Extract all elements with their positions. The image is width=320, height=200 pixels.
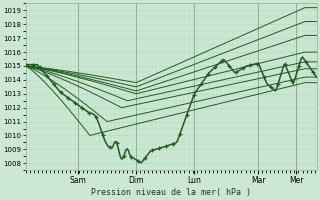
X-axis label: Pression niveau de la mer( hPa ): Pression niveau de la mer( hPa ) bbox=[91, 188, 251, 197]
